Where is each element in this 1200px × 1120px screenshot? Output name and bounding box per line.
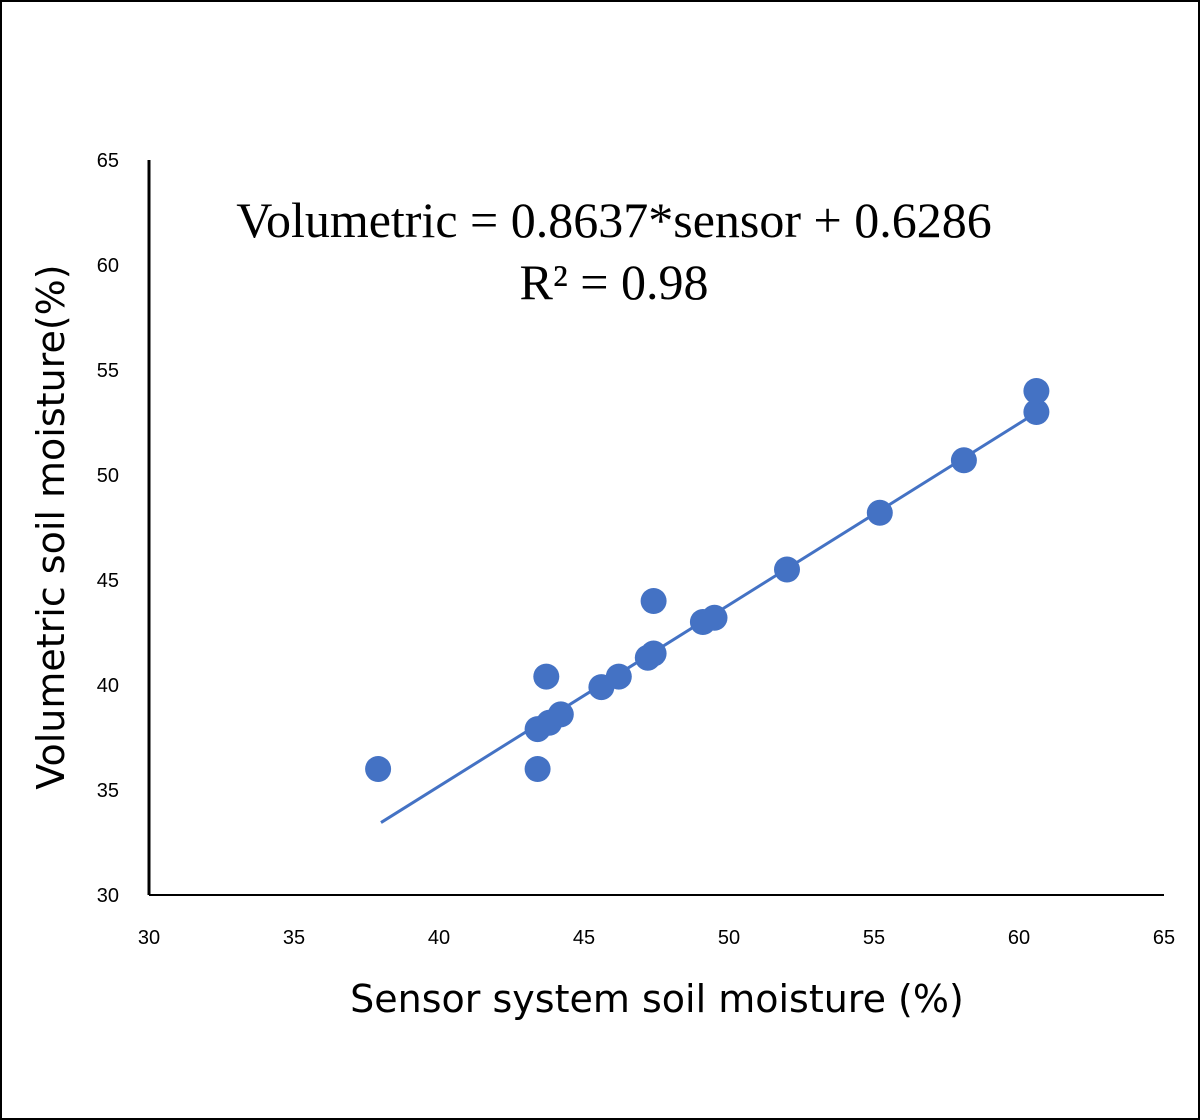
y-tick-label: 40	[97, 675, 119, 697]
y-tick-label: 55	[97, 360, 119, 382]
data-point	[365, 756, 392, 782]
data-point	[774, 556, 800, 583]
y-tick-label: 30	[97, 885, 119, 907]
data-point	[640, 588, 667, 614]
x-tick-label: 45	[573, 927, 595, 949]
y-axis-title: Volumetric soil moisture(%)	[29, 264, 73, 789]
x-tick-label: 30	[138, 927, 160, 949]
data-point	[950, 447, 977, 474]
x-tick-label: 55	[863, 927, 885, 949]
x-tick-label: 65	[1153, 927, 1175, 949]
x-tick-label: 40	[428, 927, 450, 949]
y-tick-label: 45	[97, 570, 119, 592]
data-point	[524, 756, 551, 782]
y-tick-label: 60	[97, 255, 119, 277]
data-point	[640, 640, 667, 667]
x-tick-label: 35	[283, 927, 305, 949]
equation-label: Volumetric = 0.8637*sensor + 0.6286	[236, 192, 991, 248]
x-axis-title: Sensor system soil moisture (%)	[350, 977, 964, 1021]
r-squared-label: R² = 0.98	[519, 254, 708, 310]
data-point	[1023, 378, 1050, 404]
y-tick-label: 65	[97, 150, 119, 172]
data-point	[701, 604, 728, 631]
x-tick-label: 60	[1008, 927, 1030, 949]
data-point	[866, 499, 893, 526]
data-point	[547, 701, 574, 728]
data-point	[605, 663, 632, 690]
data-point	[533, 663, 560, 690]
data-point	[1023, 399, 1050, 425]
y-tick-label: 50	[97, 465, 119, 487]
x-tick-label: 50	[718, 927, 740, 949]
y-tick-label: 35	[97, 780, 119, 802]
